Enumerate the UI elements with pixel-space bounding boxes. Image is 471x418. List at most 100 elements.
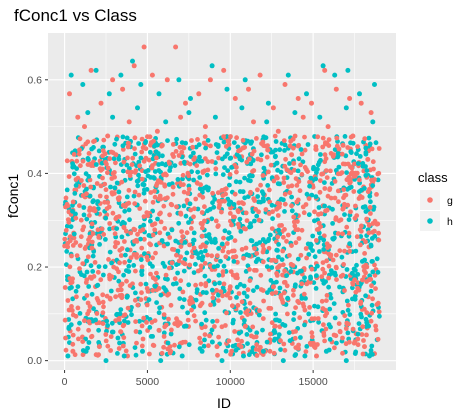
point-g — [291, 214, 297, 220]
point-g — [85, 139, 91, 145]
point-g — [89, 221, 95, 227]
point-g — [358, 194, 363, 199]
point-g — [167, 161, 172, 166]
point-g — [178, 182, 184, 188]
point-g — [351, 340, 357, 346]
point-h — [148, 218, 153, 224]
point-h — [238, 282, 243, 287]
point-g — [122, 239, 127, 244]
point-h — [181, 159, 187, 165]
point-h — [165, 138, 170, 144]
point-h — [77, 320, 82, 326]
point-g — [360, 351, 366, 357]
point-h — [110, 114, 116, 120]
point-h — [348, 140, 353, 146]
point-h — [306, 311, 312, 317]
point-h — [348, 149, 354, 155]
point-g — [272, 133, 278, 139]
point-g — [193, 318, 199, 324]
point-g — [139, 176, 145, 182]
point-h — [277, 147, 283, 153]
point-h — [126, 269, 132, 274]
point-g — [200, 225, 205, 231]
point-h — [275, 181, 281, 187]
point-h — [234, 284, 240, 290]
point-h — [323, 348, 329, 354]
point-h — [291, 317, 296, 322]
point-g — [282, 201, 288, 207]
point-g — [292, 223, 298, 229]
point-h — [239, 105, 245, 111]
point-g — [129, 169, 134, 175]
point-h — [344, 298, 350, 304]
point-g — [341, 187, 347, 193]
point-g — [186, 186, 192, 192]
point-h — [158, 358, 164, 364]
point-g — [116, 346, 122, 351]
point-h — [79, 272, 84, 277]
point-h — [125, 320, 131, 325]
point-h — [238, 229, 244, 234]
point-g — [108, 348, 113, 353]
point-h — [109, 329, 115, 335]
point-h — [112, 185, 118, 191]
point-g — [223, 186, 229, 192]
point-h — [295, 256, 301, 262]
point-g — [220, 269, 226, 274]
point-g — [112, 244, 118, 250]
point-g — [70, 341, 76, 347]
point-g — [290, 263, 296, 268]
point-h — [150, 334, 156, 339]
point-g — [139, 290, 144, 296]
point-g — [189, 307, 194, 313]
point-g — [97, 166, 103, 172]
point-h — [368, 199, 373, 205]
point-h — [147, 149, 153, 155]
point-g — [88, 184, 94, 190]
point-g — [105, 200, 111, 205]
point-h — [93, 67, 99, 73]
point-g — [220, 248, 226, 254]
point-g — [199, 210, 205, 215]
point-g — [340, 231, 345, 237]
point-g — [112, 231, 118, 237]
point-g — [267, 187, 272, 193]
point-g — [260, 243, 266, 248]
point-h — [359, 314, 364, 320]
point-g — [149, 165, 155, 171]
point-h — [266, 236, 272, 242]
point-g — [133, 319, 139, 324]
point-h — [73, 288, 79, 294]
point-g — [347, 339, 352, 345]
point-g — [199, 233, 205, 239]
point-g — [232, 96, 238, 101]
point-h — [148, 175, 154, 180]
point-g — [129, 162, 135, 168]
point-g — [228, 269, 234, 274]
point-g — [69, 304, 74, 309]
point-h — [297, 269, 303, 274]
point-g — [71, 152, 77, 157]
point-g — [192, 206, 197, 212]
point-h — [86, 174, 92, 179]
point-g — [314, 353, 319, 359]
point-g — [80, 261, 86, 266]
point-g — [89, 245, 95, 251]
point-h — [360, 163, 366, 169]
point-g — [236, 209, 241, 215]
point-g — [184, 197, 190, 203]
point-h — [176, 220, 182, 226]
point-g — [147, 351, 152, 357]
point-h — [69, 285, 74, 290]
point-h — [66, 317, 72, 322]
point-g — [98, 100, 104, 106]
point-h — [83, 348, 89, 354]
point-h — [203, 145, 209, 151]
point-h — [126, 207, 132, 213]
point-h — [213, 142, 219, 147]
point-h — [199, 348, 205, 354]
point-g — [320, 266, 326, 272]
y-tick-label: 0.6 — [27, 74, 42, 86]
point-g — [364, 216, 369, 222]
point-g — [167, 212, 173, 218]
